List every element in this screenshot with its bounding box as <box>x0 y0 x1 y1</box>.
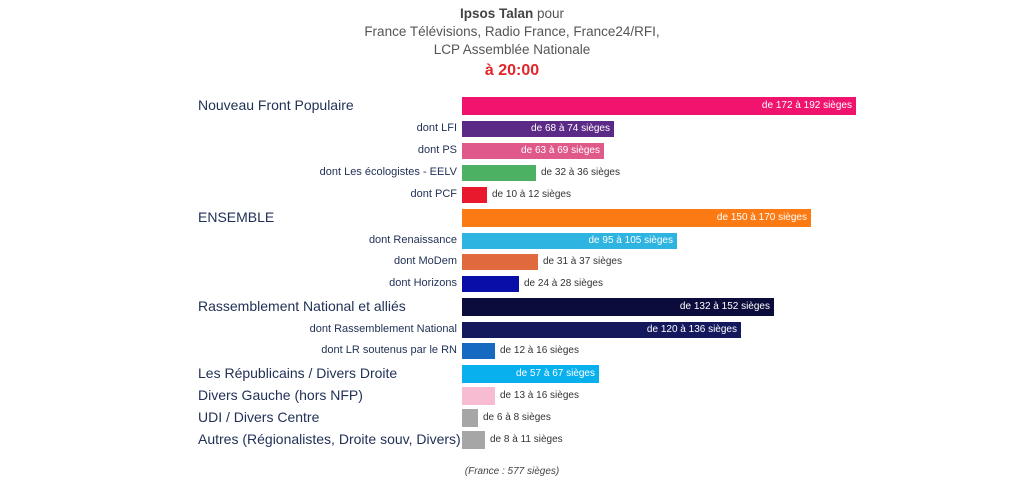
bar <box>462 409 478 427</box>
bar-row: dont PCF de 10 à 12 sièges <box>0 184 1024 206</box>
bar-value-label: de 13 à 16 sièges <box>500 390 579 401</box>
bar <box>462 365 599 383</box>
bar-category-label: Nouveau Front Populaire <box>198 97 354 113</box>
bar-row: Les Républicains / Divers Droite de 57 à … <box>0 363 1024 385</box>
bar <box>462 165 536 181</box>
chart-title-line3: LCP Assemblée Nationale <box>433 42 591 57</box>
bar-value-label: de 132 à 152 sièges <box>679 301 770 312</box>
bar-value-label: de 120 à 136 sièges <box>646 324 737 335</box>
title-pour: pour <box>533 6 565 21</box>
bar <box>462 322 741 338</box>
bar-category-label: dont Les écologistes - EELV <box>319 166 457 178</box>
bar-row: dont MoDem de 31 à 37 sièges <box>0 251 1024 273</box>
bar-value-label: de 68 à 74 sièges <box>531 123 610 134</box>
bar-value-label: de 10 à 12 sièges <box>492 189 571 200</box>
bar <box>462 276 519 292</box>
bar-value-label: de 172 à 192 sièges <box>761 100 852 111</box>
bar-category-label: Rassemblement National et alliés <box>198 298 406 314</box>
bar-value-label: de 150 à 170 sièges <box>716 212 807 223</box>
bar-row: dont Les écologistes - EELV de 32 à 36 si… <box>0 162 1024 184</box>
bar <box>462 298 774 316</box>
bar-category-label: dont Horizons <box>389 277 457 289</box>
chart-title-line2: France Télévisions, Radio France, France… <box>364 24 660 39</box>
chart-time: à 20:00 <box>484 62 540 79</box>
bar-category-label: dont LFI <box>416 122 457 134</box>
bar-category-label: dont Rassemblement National <box>309 323 457 335</box>
bar <box>462 121 614 137</box>
bar-category-label: ENSEMBLE <box>198 209 275 225</box>
bar-row: dont LFI de 68 à 74 sièges <box>0 118 1024 140</box>
bar-row: dont Horizons de 24 à 28 sièges <box>0 273 1024 295</box>
bar-row: Divers Gauche (hors NFP) de 13 à 16 siège… <box>0 385 1024 407</box>
bar-category-label: Les Républicains / Divers Droite <box>198 365 398 381</box>
bar-value-label: de 12 à 16 sièges <box>500 345 579 356</box>
bar-category-label: dont MoDem <box>394 255 457 267</box>
bar-value-label: de 6 à 8 sièges <box>483 412 551 423</box>
footnote: (France : 577 sièges) <box>464 466 560 477</box>
bar-category-label: dont PS <box>417 144 457 156</box>
bar <box>462 143 604 159</box>
bar-category-label: Divers Gauche (hors NFP) <box>198 387 363 403</box>
bar-category-label: dont LR soutenus par le RN <box>321 344 457 356</box>
bar <box>462 343 495 359</box>
bar-row: UDI / Divers Centre de 6 à 8 sièges <box>0 407 1024 429</box>
bar <box>462 187 487 203</box>
pollster-name: Ipsos Talan <box>459 6 534 21</box>
bar-row: dont LR soutenus par le RN de 12 à 16 siè… <box>0 340 1024 362</box>
bar-value-label: de 24 à 28 sièges <box>524 278 603 289</box>
bar <box>462 97 856 115</box>
bar-value-label: de 57 à 67 sièges <box>516 368 595 379</box>
bar-row: ENSEMBLE de 150 à 170 sièges <box>0 207 1024 229</box>
bar <box>462 254 538 270</box>
bar-category-label: UDI / Divers Centre <box>198 409 320 425</box>
bar-category-label: Autres (Régionalistes, Droite souv, Dive… <box>198 431 461 447</box>
bar-value-label: de 31 à 37 sièges <box>543 256 622 267</box>
bar-value-label: de 95 à 105 sièges <box>588 235 673 246</box>
bar-value-label: de 8 à 11 sièges <box>490 434 563 445</box>
bar-category-label: dont PCF <box>410 188 457 200</box>
bar-row: dont Rassemblement National de 120 à 136 … <box>0 319 1024 341</box>
bar <box>462 233 677 249</box>
chart-title-line1: Ipsos Talan pour <box>0 6 1024 21</box>
bar-row: dont Renaissance de 95 à 105 sièges <box>0 230 1024 252</box>
bar-row: Autres (Régionalistes, Droite souv, Dive… <box>0 429 1024 451</box>
bar-value-label: de 32 à 36 sièges <box>541 167 620 178</box>
bar-row: Rassemblement National et alliés de 132 à… <box>0 296 1024 318</box>
bar-row: Nouveau Front Populaire de 172 à 192 sièg… <box>0 95 1024 117</box>
bar-row: dont PS de 63 à 69 sièges <box>0 140 1024 162</box>
bar-category-label: dont Renaissance <box>368 234 457 246</box>
bar <box>462 431 485 449</box>
bar <box>462 387 495 405</box>
bar <box>462 209 811 227</box>
bar-value-label: de 63 à 69 sièges <box>521 145 600 156</box>
